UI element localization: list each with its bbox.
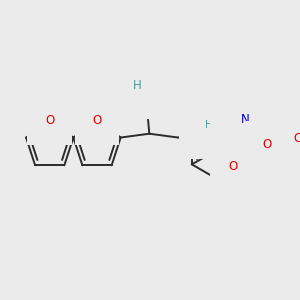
Text: H: H [133,80,141,92]
Text: S: S [229,130,238,143]
Text: H: H [205,120,212,130]
Text: N: N [240,113,249,126]
Text: O: O [144,88,153,101]
Text: O: O [230,100,239,113]
Text: O: O [92,114,102,127]
Text: O: O [294,132,300,145]
Text: O: O [228,160,237,173]
Text: N: N [196,128,206,141]
Text: O: O [262,138,271,151]
Text: O: O [45,114,54,127]
